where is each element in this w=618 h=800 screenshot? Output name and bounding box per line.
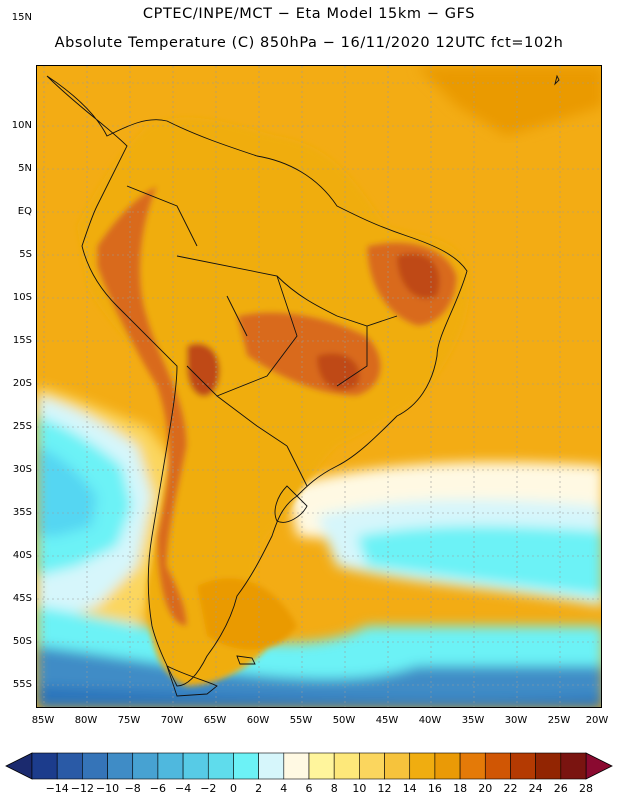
lat-label-55s: 55S [12, 679, 32, 690]
lat-label-40s: 40S [12, 550, 32, 561]
colorbar-tick-label: −6 [149, 782, 166, 795]
lon-label-55w: 55W [289, 715, 313, 726]
colorbar-tick-label: 22 [503, 782, 518, 795]
lat-label-5n: 5N [18, 163, 32, 174]
colorbar-swatch [132, 752, 159, 780]
lat-label-35s: 35S [12, 507, 32, 518]
title-line-2: Absolute Temperature (C) 850hPa − 16/11/… [54, 35, 564, 51]
colorbar-swatch [107, 752, 134, 780]
colorbar-tick-label: −4 [174, 782, 192, 795]
colorbar-tick-label: −12 [70, 782, 94, 795]
lat-label-15s: 15S [12, 335, 32, 346]
lon-label-85w: 85W [31, 715, 55, 726]
colorbar-tick-label: 28 [579, 782, 593, 795]
colorbar-swatch [484, 752, 511, 780]
lat-label-15n: 15N [11, 12, 32, 23]
colorbar-swatch [56, 752, 83, 780]
lon-label-70w: 70W [160, 715, 184, 726]
colorbar-tick-label: −10 [95, 782, 120, 795]
lat-label-45s: 45S [12, 593, 32, 604]
colorbar-swatch [31, 752, 58, 780]
colorbar-swatch [207, 752, 234, 780]
colorbar-tick-label: 24 [528, 782, 543, 795]
title-line-1: CPTEC/INPE/MCT − Eta Model 15km − GFS [142, 6, 476, 22]
colorbar-tick-label: 14 [402, 782, 417, 795]
colorbar-swatch [535, 752, 562, 780]
colorbar-tick-label: 0 [230, 782, 237, 795]
colorbar-swatch [283, 752, 310, 780]
lon-label-20w: 20W [585, 715, 609, 726]
lat-label-5s: 5S [19, 249, 32, 260]
colorbar-tick-label: 2 [255, 782, 263, 795]
lon-label-80w: 80W [74, 715, 98, 726]
colorbar-swatch [359, 752, 385, 780]
lon-label-30w: 30W [504, 715, 528, 726]
colorbar-tick-label: −2 [200, 782, 217, 795]
colorbar-swatch [510, 752, 536, 780]
lon-label-35w: 35W [461, 715, 485, 726]
colorbar [5, 752, 613, 780]
colorbar-swatch [560, 752, 587, 780]
colorbar-tick-label: 12 [377, 782, 392, 795]
lon-label-40w: 40W [418, 715, 442, 726]
colorbar-swatch [409, 752, 436, 780]
temperature-map-svg [37, 66, 601, 707]
colorbar-swatch [384, 752, 411, 780]
lat-label-eq: EQ [17, 206, 32, 217]
colorbar-arrow-left [5, 752, 33, 780]
colorbar-swatch [333, 752, 360, 780]
colorbar-tick-label: 16 [427, 782, 442, 795]
lon-label-50w: 50W [332, 715, 356, 726]
colorbar-swatch [459, 752, 486, 780]
colorbar-swatch [258, 752, 285, 780]
colorbar-swatch [233, 752, 259, 780]
lat-label-50s: 50S [12, 636, 32, 647]
lat-label-25s: 25S [12, 421, 32, 432]
southern-bands [37, 386, 601, 707]
colorbar-tick-label: −14 [45, 782, 69, 795]
colorbar-swatch [182, 752, 209, 780]
lon-label-65w: 65W [203, 715, 227, 726]
colorbar-tick-label: −8 [124, 782, 141, 795]
lat-label-20s: 20S [12, 378, 32, 389]
lat-label-10s: 10S [12, 292, 32, 303]
colorbar-arrow-right [585, 752, 613, 780]
colorbar-tick-label: 8 [330, 782, 338, 795]
colorbar-swatches [31, 752, 587, 780]
map-plot [36, 65, 602, 708]
colorbar-swatch [434, 752, 461, 780]
lon-label-60w: 60W [246, 715, 270, 726]
lat-label-30s: 30S [12, 464, 32, 475]
colorbar-tick-label: 20 [478, 782, 493, 795]
colorbar-swatch [82, 752, 108, 780]
colorbar-swatch [157, 752, 184, 780]
continent-heat [77, 117, 470, 686]
lon-label-25w: 25W [547, 715, 571, 726]
colorbar-tick-label: 10 [352, 782, 367, 795]
colorbar-swatch [308, 752, 335, 780]
lat-label-10n: 10N [11, 120, 32, 131]
colorbar-tick-label: 6 [305, 782, 313, 795]
lon-label-75w: 75W [117, 715, 141, 726]
coastline-borders [46, 74, 560, 697]
lon-label-45w: 45W [375, 715, 399, 726]
graticule [37, 66, 601, 707]
colorbar-tick-label: 18 [453, 782, 468, 795]
colorbar-tick-label: 26 [553, 782, 568, 795]
colorbar-tick-label: 4 [280, 782, 288, 795]
